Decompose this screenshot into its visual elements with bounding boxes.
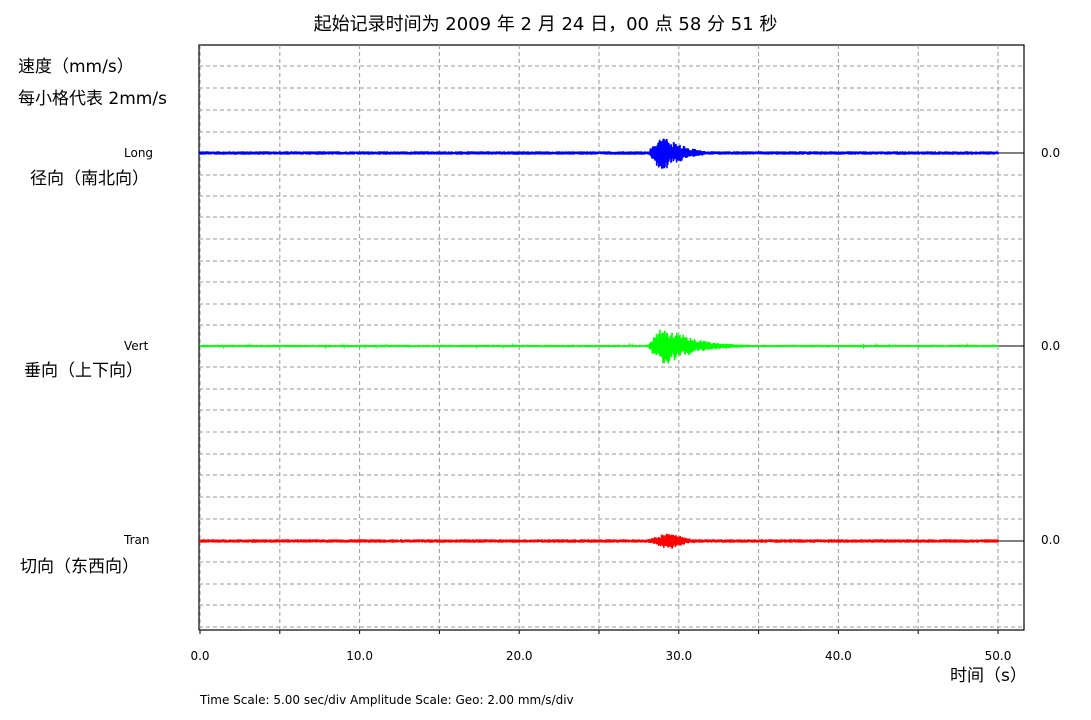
x-tick-label: 20.0	[506, 649, 533, 663]
vert-zero-label: 0.0	[1041, 339, 1061, 353]
x-axis-unit: 时间（s）	[950, 666, 1027, 686]
long-trace-line	[199, 138, 999, 169]
tran-channel-description: 切向（东西向）	[20, 557, 139, 577]
x-tick-label: 30.0	[665, 649, 692, 663]
long-zero-label: 0.0	[1041, 146, 1061, 160]
plot-frame	[198, 44, 1025, 631]
vert-trace-line	[199, 329, 999, 364]
x-tick-label: 50.0	[985, 649, 1012, 663]
vert-channel-name: Vert	[124, 339, 149, 353]
tran-channel-name: Tran	[124, 533, 150, 547]
traces	[199, 138, 1024, 549]
tran-zero-label: 0.0	[1041, 533, 1061, 547]
y-axis-unit-label: 速度（mm/s）	[18, 57, 134, 77]
long-channel-description: 径向（南北向）	[30, 169, 149, 189]
x-axis-ticks: 0.0 10.0 20.0 30.0 40.0 50.0	[190, 630, 1011, 663]
y-axis-scale-label: 每小格代表 2mm/s	[18, 89, 167, 109]
x-tick-label: 10.0	[346, 649, 373, 663]
x-tick-label: 0.0	[190, 649, 209, 663]
chart-title: 起始记录时间为 2009 年 2 月 24 日，00 点 58 分 51 秒	[313, 14, 778, 35]
grid	[199, 45, 1024, 630]
scale-footer: Time Scale: 5.00 sec/div Amplitude Scale…	[200, 693, 574, 707]
x-tick-label: 40.0	[825, 649, 852, 663]
long-channel-name: Long	[124, 146, 154, 160]
tran-trace-line	[199, 533, 999, 549]
vert-channel-description: 垂向（上下向）	[24, 361, 143, 381]
